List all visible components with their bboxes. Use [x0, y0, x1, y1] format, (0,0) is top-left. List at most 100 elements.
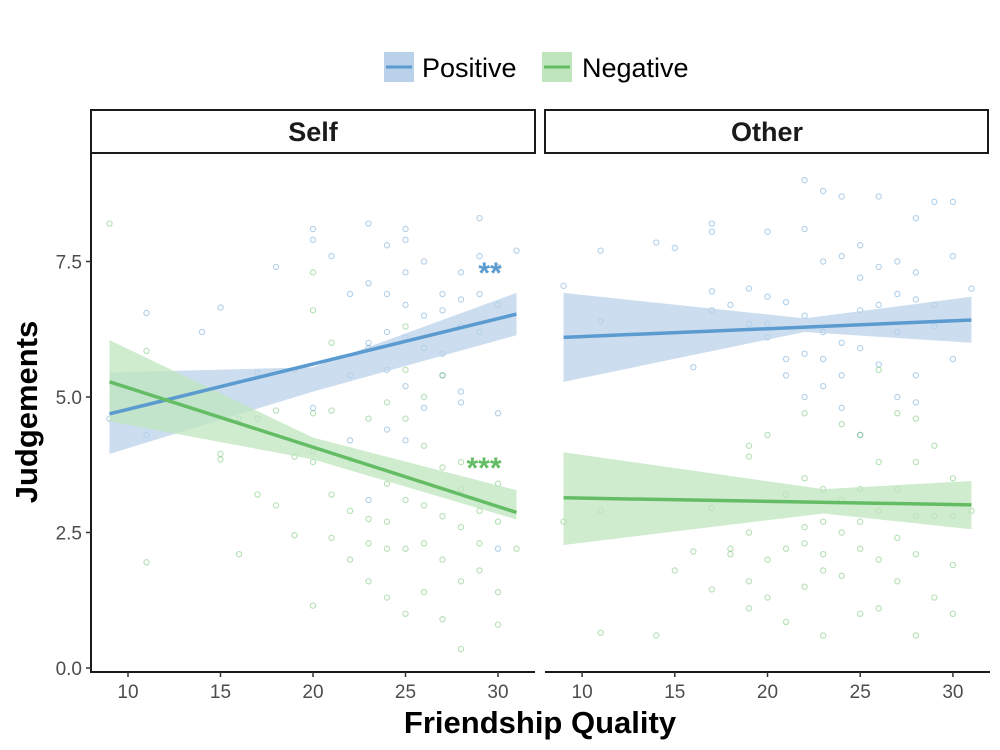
data-point [875, 361, 882, 368]
data-point [931, 198, 938, 206]
data-point [494, 545, 502, 552]
data-point [801, 312, 808, 319]
data-point [457, 269, 465, 276]
data-point [291, 532, 298, 539]
data-point [819, 518, 827, 525]
data-point [857, 345, 864, 352]
y-tick-label: 5.0 [56, 388, 82, 409]
data-point [383, 480, 391, 487]
data-point [309, 269, 317, 276]
significance-self-negative: *** [466, 452, 501, 485]
data-point [875, 193, 882, 200]
data-point [402, 236, 409, 244]
data-point [838, 420, 845, 428]
points-self-negative [106, 220, 520, 653]
data-point [365, 339, 372, 346]
data-point [949, 355, 957, 363]
data-point [383, 242, 391, 249]
data-point [439, 556, 446, 563]
panel-other [560, 176, 975, 639]
data-point [875, 366, 882, 374]
data-point [801, 475, 808, 482]
data-point [457, 458, 465, 466]
data-point [402, 415, 409, 422]
data-point [801, 176, 808, 184]
legend-item-negative: Negative [542, 52, 689, 83]
data-point [819, 355, 827, 363]
data-point [476, 252, 483, 260]
data-point [857, 274, 864, 281]
data-point [235, 550, 243, 558]
data-point [346, 507, 354, 515]
data-point [476, 290, 483, 298]
data-point [801, 410, 808, 417]
data-point [838, 404, 845, 412]
data-point [968, 285, 975, 292]
data-point [328, 534, 335, 542]
data-point [420, 404, 428, 412]
data-point [420, 258, 428, 265]
data-point [420, 442, 428, 449]
x-tick-label: 20 [757, 682, 778, 703]
data-point [494, 588, 502, 596]
data-point [819, 187, 827, 195]
data-point [476, 567, 483, 574]
data-point [782, 545, 790, 552]
legend-label-positive: Positive [422, 53, 517, 83]
data-point [402, 382, 409, 390]
data-point [857, 610, 864, 618]
data-point [708, 228, 716, 235]
data-point [875, 556, 882, 563]
data-point [402, 437, 409, 444]
data-point [894, 290, 901, 298]
data-point [764, 293, 771, 300]
data-point [143, 309, 150, 317]
data-point [457, 296, 465, 303]
data-point [764, 556, 771, 563]
data-point [383, 328, 391, 336]
x-tick-label: 25 [850, 682, 871, 703]
data-point [420, 588, 428, 596]
legend-label-negative: Negative [582, 53, 689, 83]
data-point [894, 393, 901, 401]
fit-line-other-positive [563, 318, 972, 340]
data-point [439, 372, 446, 379]
data-point [838, 193, 845, 200]
x-tick-label: 30 [487, 682, 508, 703]
data-point [383, 290, 391, 298]
data-point [708, 586, 716, 593]
data-point [328, 407, 335, 414]
data-point [764, 594, 771, 601]
data-point [894, 410, 901, 417]
data-point [309, 225, 317, 233]
data-point [439, 616, 446, 623]
data-point [143, 559, 150, 566]
data-point [328, 491, 335, 498]
data-point [690, 363, 697, 371]
data-point [782, 618, 790, 626]
y-ticks: 0.0 2.5 5.0 7.5 [56, 253, 91, 680]
data-point [383, 545, 391, 552]
data-point [801, 540, 808, 547]
data-point [801, 583, 808, 590]
data-point [912, 415, 920, 422]
data-point [782, 298, 790, 306]
data-point [838, 252, 845, 260]
data-point [457, 399, 465, 406]
data-point [309, 307, 317, 314]
data-point [782, 372, 790, 379]
data-point [912, 550, 920, 558]
data-point [272, 263, 280, 271]
data-point [272, 502, 280, 509]
strip-label-other: Other [731, 117, 804, 147]
data-point [457, 388, 465, 395]
data-point [949, 198, 957, 206]
data-point [383, 594, 391, 601]
significance-self-positive: ** [478, 257, 502, 290]
data-point [420, 393, 428, 401]
x-tick-label: 10 [572, 682, 593, 703]
data-point [653, 632, 660, 639]
ci-band-other-positive [563, 292, 972, 382]
data-point [476, 214, 483, 222]
data-point [402, 545, 409, 552]
